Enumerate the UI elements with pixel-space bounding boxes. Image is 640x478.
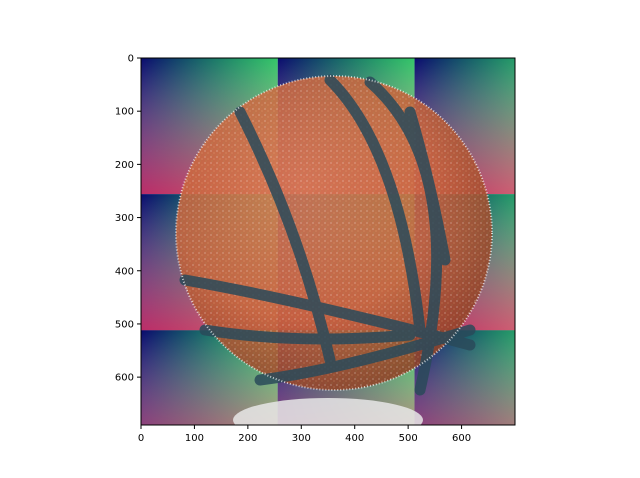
y-tick-label: 300 — [115, 213, 134, 224]
y-tick-label: 200 — [115, 160, 134, 171]
image-area — [141, 58, 515, 425]
ball-seams — [179, 74, 476, 396]
y-axis: 0 100 200 300 400 500 600 — [115, 54, 141, 384]
x-axis: 0 100 200 300 400 500 600 — [138, 425, 471, 444]
x-tick-label: 200 — [238, 433, 257, 444]
axes-frame — [140, 57, 516, 426]
x-tick-label: 300 — [292, 433, 311, 444]
y-tick-label: 400 — [115, 266, 134, 277]
x-tick-label: 600 — [452, 433, 471, 444]
y-tick-label: 500 — [115, 319, 134, 330]
x-tick-label: 400 — [345, 433, 364, 444]
basketball — [175, 74, 493, 396]
x-tick-label: 0 — [138, 433, 144, 444]
y-tick-label: 600 — [115, 373, 134, 384]
y-tick-label: 0 — [128, 54, 134, 65]
x-tick-label: 500 — [399, 433, 418, 444]
ball-reflection — [233, 398, 423, 425]
y-tick-label: 100 — [115, 107, 134, 118]
x-tick-label: 100 — [185, 433, 204, 444]
